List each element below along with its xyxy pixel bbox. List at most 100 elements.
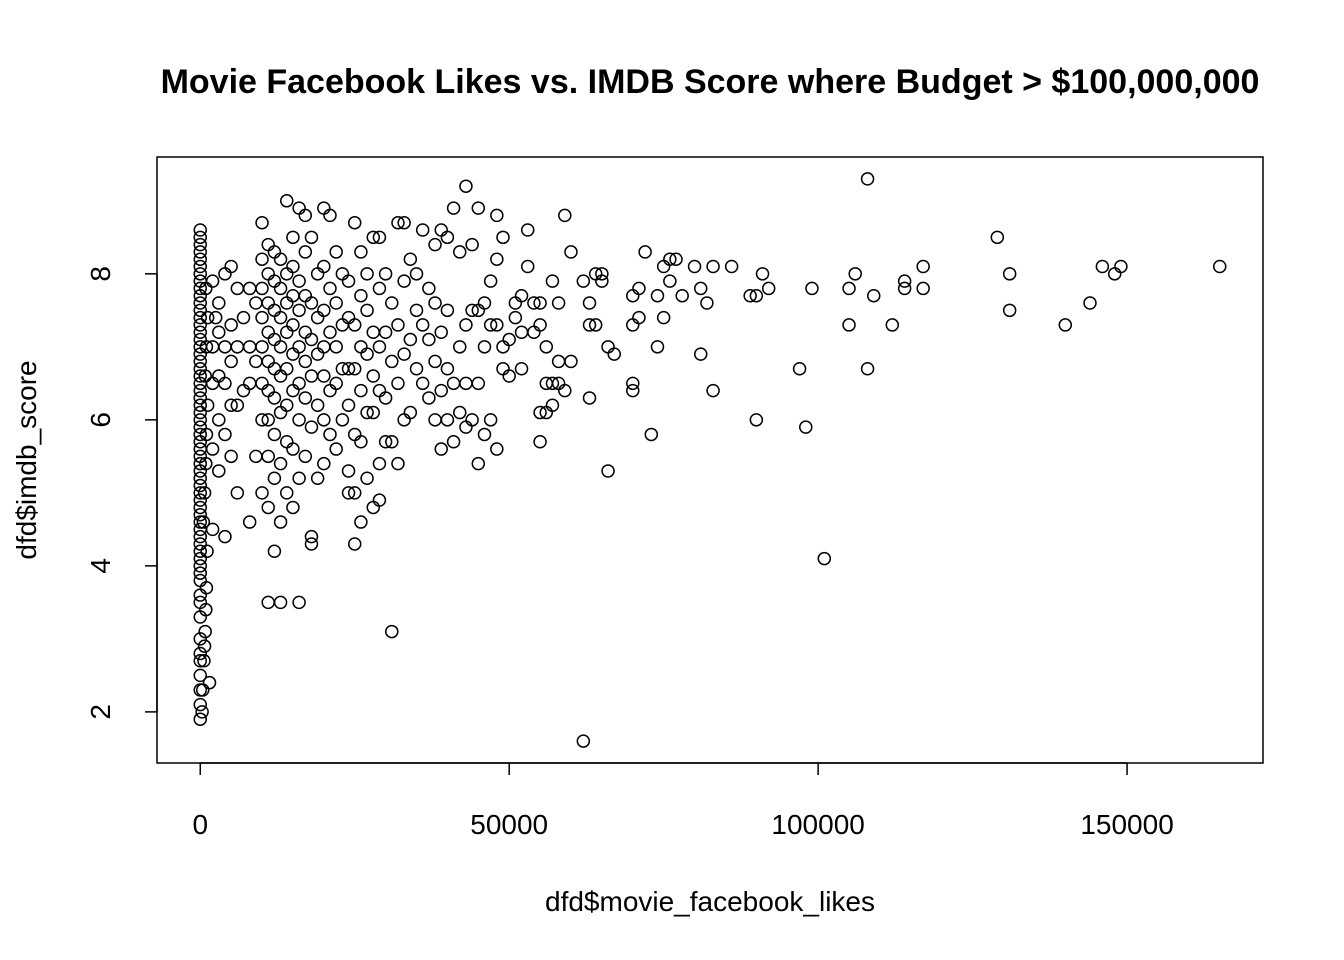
data-point <box>193 245 208 259</box>
data-point <box>347 215 362 230</box>
data-point <box>403 332 418 347</box>
data-point <box>292 340 306 354</box>
data-point <box>372 456 387 471</box>
data-point <box>650 340 665 354</box>
data-point <box>675 288 689 303</box>
data-point <box>286 442 300 456</box>
data-point <box>434 442 448 456</box>
data-point <box>230 486 245 500</box>
data-point <box>335 318 350 332</box>
data-point <box>520 223 535 237</box>
data-point <box>292 471 306 486</box>
data-point <box>564 354 578 369</box>
data-point <box>626 318 640 332</box>
data-point <box>218 529 232 544</box>
data-point <box>261 354 275 369</box>
data-point <box>428 296 442 310</box>
data-point <box>298 325 313 339</box>
data-point <box>218 427 232 442</box>
data-point <box>286 288 300 303</box>
data-point <box>434 223 448 237</box>
data-point <box>193 566 208 580</box>
data-point <box>255 340 269 354</box>
data-point <box>354 515 368 529</box>
data-point <box>193 712 208 726</box>
data-point <box>249 296 263 310</box>
data-point <box>280 486 294 500</box>
data-point <box>533 405 547 420</box>
data-point <box>422 391 436 405</box>
data-point <box>292 274 306 288</box>
data-point <box>360 405 374 420</box>
data-point <box>317 340 331 354</box>
data-point <box>193 434 208 449</box>
data-point <box>193 668 208 683</box>
data-point <box>360 347 374 361</box>
data-point <box>471 201 486 215</box>
data-point <box>391 376 405 391</box>
data-point <box>273 369 288 383</box>
data-point <box>267 391 282 405</box>
data-point <box>459 318 473 332</box>
data-point <box>304 296 319 310</box>
data-point <box>193 325 208 339</box>
data-point <box>193 471 208 486</box>
data-point <box>483 413 498 427</box>
data-point <box>317 201 331 215</box>
data-point <box>255 310 269 325</box>
data-point <box>446 434 461 449</box>
y-tick-label: 8 <box>85 266 116 282</box>
data-point <box>304 369 319 383</box>
data-point <box>378 391 393 405</box>
data-point <box>397 274 411 288</box>
data-point <box>193 522 208 537</box>
data-point <box>595 267 609 281</box>
data-point <box>261 449 275 464</box>
data-point <box>632 310 646 325</box>
data-point <box>212 369 226 383</box>
data-point <box>347 427 362 442</box>
data-point <box>551 354 566 369</box>
data-point <box>1114 259 1128 274</box>
data-point <box>520 259 535 274</box>
data-point <box>409 303 424 318</box>
data-point <box>280 434 294 449</box>
data-point <box>842 318 856 332</box>
data-point <box>422 332 436 347</box>
data-point <box>261 383 275 398</box>
data-points <box>193 172 1227 748</box>
data-point <box>304 332 319 347</box>
data-point <box>792 361 807 376</box>
data-point <box>304 420 319 434</box>
data-point <box>218 376 232 391</box>
data-point <box>193 515 208 529</box>
data-point <box>533 296 547 310</box>
data-point <box>576 734 591 748</box>
data-point <box>749 288 764 303</box>
x-tick-label: 0 <box>192 809 208 840</box>
data-point <box>255 252 269 266</box>
data-point <box>514 325 529 339</box>
data-point <box>514 288 529 303</box>
data-point <box>860 361 875 376</box>
data-point <box>403 252 418 266</box>
data-point <box>193 551 208 566</box>
data-point <box>280 361 294 376</box>
data-point <box>242 376 257 391</box>
data-point <box>242 340 257 354</box>
data-point <box>490 318 504 332</box>
data-point <box>1095 259 1110 274</box>
data-point <box>385 434 399 449</box>
data-point <box>391 318 405 332</box>
data-point <box>329 245 343 259</box>
data-point <box>360 471 374 486</box>
data-point <box>193 223 208 237</box>
data-point <box>200 310 215 325</box>
data-point <box>354 288 368 303</box>
data-point <box>496 230 510 245</box>
data-point <box>916 281 930 296</box>
data-point <box>409 361 424 376</box>
data-point <box>329 442 343 456</box>
data-point <box>347 537 362 551</box>
data-point <box>193 559 208 573</box>
